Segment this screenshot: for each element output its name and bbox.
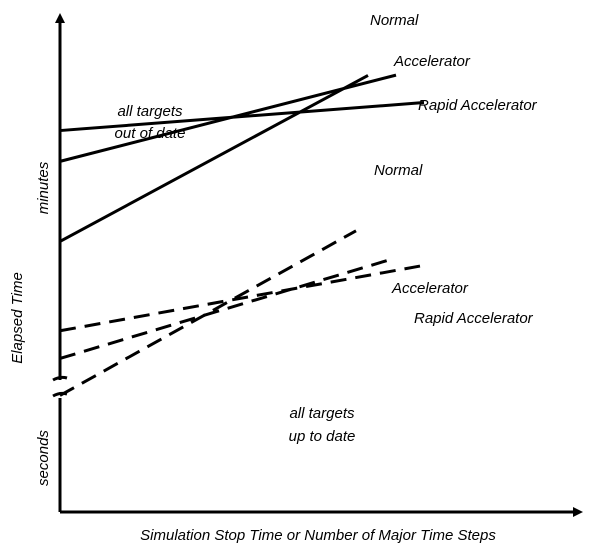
series-line-normal-solid xyxy=(59,74,369,243)
series-label-accelerator-dashed: Accelerator xyxy=(391,280,469,297)
series-line-rapid-accelerator-dashed xyxy=(59,264,421,333)
series-label-rapid-accelerator-dashed: Rapid Accelerator xyxy=(414,310,534,327)
annotation-out-of-date-line2: out of date xyxy=(115,125,186,142)
series-label-rapid-accelerator-solid: Rapid Accelerator xyxy=(418,97,538,114)
series-line-rapid-accelerator-solid xyxy=(59,101,425,133)
series-line-accelerator-dashed xyxy=(59,258,391,360)
annotation-out-of-date-line1: all targets xyxy=(117,103,183,120)
x-axis-label: Simulation Stop Time or Number of Major … xyxy=(140,527,496,544)
y-axis-label: Elapsed Time xyxy=(9,272,26,364)
annotation-up-to-date-line2: up to date xyxy=(289,428,356,445)
annotation-up-to-date-line1: all targets xyxy=(289,405,355,422)
series-label-normal-dashed: Normal xyxy=(374,162,423,179)
y-band-label-seconds: seconds xyxy=(35,430,52,486)
series-line-normal-dashed xyxy=(59,229,357,397)
series-group xyxy=(59,73,425,397)
series-label-accelerator-solid: Accelerator xyxy=(393,53,471,70)
series-label-normal-solid: Normal xyxy=(370,12,419,29)
y-band-label-minutes: minutes xyxy=(35,161,52,214)
